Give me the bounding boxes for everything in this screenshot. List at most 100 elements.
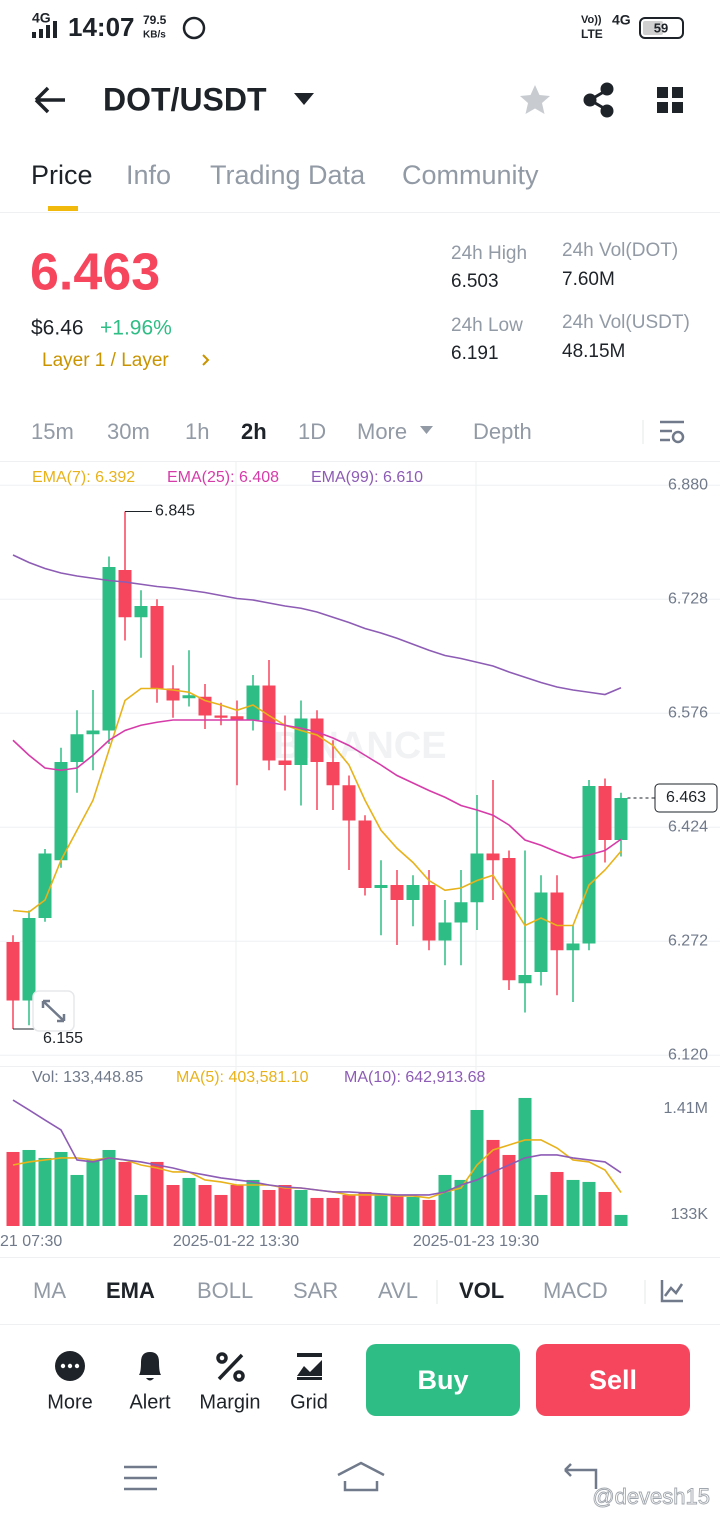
nav-menu[interactable]	[124, 1465, 157, 1491]
legend-entry: MA(5): 403,581.10	[176, 1069, 309, 1086]
high-label: 6.845	[155, 503, 195, 520]
volume-bar	[70, 1174, 84, 1226]
speed: 79.5	[143, 13, 167, 27]
candle-body	[278, 760, 292, 765]
sell-button[interactable]	[536, 1344, 690, 1416]
candle-body	[518, 975, 532, 984]
volume-bar	[134, 1194, 148, 1226]
volume-bar	[230, 1185, 244, 1226]
more-icon[interactable]	[55, 1351, 85, 1381]
volume-bar	[6, 1151, 20, 1226]
buy-button[interactable]	[366, 1344, 520, 1416]
candle-body	[326, 762, 340, 786]
expand-button[interactable]	[32, 990, 75, 1032]
candle-body	[342, 785, 356, 821]
clock: 14:07	[68, 12, 135, 42]
interval[interactable]: 1h	[185, 419, 209, 444]
nav-home[interactable]	[337, 1461, 385, 1492]
low-label: 6.155	[43, 1030, 83, 1047]
interval[interactable]: 15m	[31, 419, 74, 444]
candle-body	[198, 696, 212, 716]
x-tick-label: 21 07:30	[0, 1233, 62, 1250]
stat-value: 6.191	[451, 343, 499, 364]
action-label[interactable]: Margin	[199, 1391, 260, 1413]
volume-bar	[374, 1194, 388, 1226]
buy-label[interactable]: Buy	[417, 1365, 468, 1395]
tab[interactable]: Community	[402, 160, 539, 190]
candle-body	[310, 718, 324, 762]
indicator[interactable]: BOLL	[197, 1278, 253, 1303]
volume-bar	[182, 1177, 196, 1226]
margin-icon[interactable]	[216, 1352, 245, 1382]
indicator[interactable]: AVL	[378, 1278, 418, 1303]
layout-button[interactable]	[657, 87, 683, 113]
volte: Vo))	[581, 14, 602, 26]
favorite-star[interactable]	[520, 85, 550, 114]
indicator[interactable]: SAR	[293, 1278, 338, 1303]
action-label[interactable]: More	[47, 1391, 93, 1413]
share-button[interactable]	[583, 82, 614, 118]
candle-body	[6, 942, 20, 1001]
status-icon	[182, 16, 206, 40]
volume-bar	[86, 1159, 100, 1226]
pair-dropdown[interactable]	[294, 93, 314, 105]
indicator[interactable]: VOL	[459, 1278, 504, 1303]
candle-body	[486, 853, 500, 861]
candle-body	[54, 762, 68, 861]
chart-settings[interactable]	[660, 420, 685, 444]
volume-bar	[582, 1181, 596, 1226]
interval[interactable]: 30m	[107, 419, 150, 444]
indicator-settings[interactable]	[660, 1280, 684, 1303]
sell-label[interactable]: Sell	[589, 1365, 637, 1395]
indicator[interactable]: EMA	[106, 1278, 155, 1303]
nav-back[interactable]	[564, 1463, 598, 1489]
volume-bar	[102, 1149, 116, 1226]
tab[interactable]: Trading Data	[210, 160, 366, 190]
indicator[interactable]: MACD	[543, 1278, 608, 1303]
volume-bar	[118, 1161, 132, 1226]
action-label[interactable]: Alert	[129, 1391, 171, 1413]
volume-tick-label: 1.41M	[664, 1100, 708, 1117]
category-tag[interactable]: Layer 1 / Layer	[42, 350, 169, 371]
indicator[interactable]: MA	[33, 1278, 66, 1303]
candle-body	[230, 716, 244, 720]
y-tick-label: 6.880	[668, 476, 708, 493]
tab[interactable]: Info	[126, 160, 171, 190]
interval[interactable]: Depth	[473, 419, 532, 444]
more-dropdown[interactable]	[420, 426, 433, 434]
stat-value: 6.503	[451, 271, 499, 292]
interval[interactable]: More	[357, 419, 407, 444]
volume-bar	[166, 1185, 180, 1226]
candle-body	[534, 892, 548, 972]
volume-bar	[246, 1179, 260, 1226]
ema-line	[12, 554, 622, 696]
grid-icon[interactable]	[297, 1353, 322, 1380]
y-tick-label: 6.576	[668, 704, 708, 721]
volume-bar	[214, 1194, 228, 1226]
y-tick-label: 6.272	[668, 932, 708, 949]
candle-body	[294, 718, 308, 765]
candle-body	[390, 885, 404, 900]
volume-bar	[262, 1189, 276, 1226]
pair-title[interactable]: DOT/USDT	[103, 81, 267, 117]
back-button[interactable]	[34, 86, 65, 114]
candle-body	[550, 892, 564, 951]
action-label[interactable]: Grid	[290, 1391, 328, 1413]
ema-line	[12, 719, 622, 859]
tab[interactable]: Price	[31, 160, 93, 190]
interval[interactable]: 2h	[241, 419, 267, 444]
tag-arrow[interactable]	[202, 354, 210, 366]
usd-price: $6.46	[31, 317, 84, 340]
volume-bar	[22, 1149, 36, 1226]
candle-body	[150, 606, 164, 689]
candle-body	[454, 902, 468, 923]
candle-body	[358, 820, 372, 888]
volume-bar	[518, 1097, 532, 1226]
ema-line	[12, 687, 622, 927]
last-price: 6.463	[30, 244, 160, 302]
y-tick-label: 6.120	[668, 1046, 708, 1063]
interval[interactable]: 1D	[298, 419, 326, 444]
alert-icon[interactable]	[139, 1352, 161, 1381]
current-price-box	[654, 783, 718, 813]
